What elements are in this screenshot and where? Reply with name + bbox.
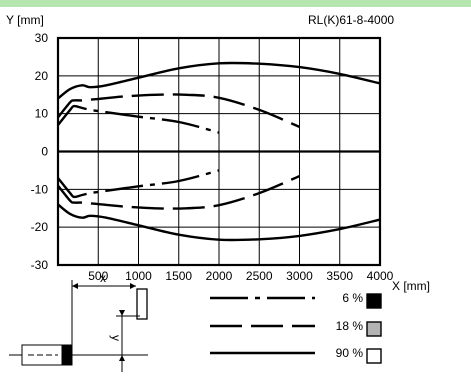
- curve-6-upper: [57, 104, 220, 134]
- x-dimension-arrow-right: [130, 283, 136, 289]
- y-tick-label: -30: [31, 258, 49, 272]
- y-dimension-arrow-bottom: [119, 355, 125, 361]
- curve-18-lower: [57, 174, 300, 210]
- x-tick-label: 1500: [165, 269, 192, 283]
- legend-label: 6 %: [342, 291, 363, 305]
- x-tick-label: 1000: [125, 269, 152, 283]
- x-tick-label: 2500: [246, 269, 273, 283]
- legend-box: [366, 293, 382, 309]
- top-accent-bar: [0, 0, 471, 7]
- x-tick-label: 3000: [286, 269, 313, 283]
- model-label: RL(K)61-8-4000: [308, 13, 394, 27]
- y-tick-label: -10: [31, 182, 49, 196]
- legend-label: 18 %: [336, 319, 364, 333]
- curve-6-lower: [57, 169, 220, 199]
- y-axis-label: Y [mm]: [6, 13, 44, 27]
- x-tick-label: 3500: [326, 269, 353, 283]
- sensor-diagram: x y: [9, 271, 148, 372]
- legend-box: [366, 321, 382, 337]
- y-tick-label: 0: [41, 145, 48, 159]
- sensor-lens: [61, 344, 73, 366]
- x-tick-label: 500: [88, 269, 108, 283]
- x-axis-label: X [mm]: [392, 279, 430, 293]
- y-tick-label: 30: [35, 31, 49, 45]
- legend-label: 90 %: [336, 346, 364, 360]
- reflector: [136, 288, 148, 320]
- y-tick-label: 10: [35, 107, 49, 121]
- tick-labels: 500 1000 1500 2000 2500 3000 3500 4000 30 20 10 0 -1…: [31, 31, 394, 283]
- y-tick-label: 20: [35, 69, 49, 83]
- x-tick-label: 2000: [206, 269, 233, 283]
- y-dimension-arrow-top: [119, 310, 125, 316]
- legend: 6 % 18 % 90 %: [210, 291, 382, 364]
- legend-box: [366, 348, 382, 364]
- curve-90-upper: [57, 61, 381, 100]
- y-tick-label: -20: [31, 220, 49, 234]
- x-dimension-label: x: [100, 271, 106, 285]
- x-dimension-arrow-left: [72, 283, 78, 289]
- curve-18-upper: [57, 93, 300, 129]
- curve-90-lower: [57, 203, 381, 242]
- plot-frame: [56, 36, 382, 267]
- x-tick-label: 4000: [367, 269, 394, 283]
- curves: [57, 61, 381, 242]
- y-dimension-label: y: [109, 335, 123, 341]
